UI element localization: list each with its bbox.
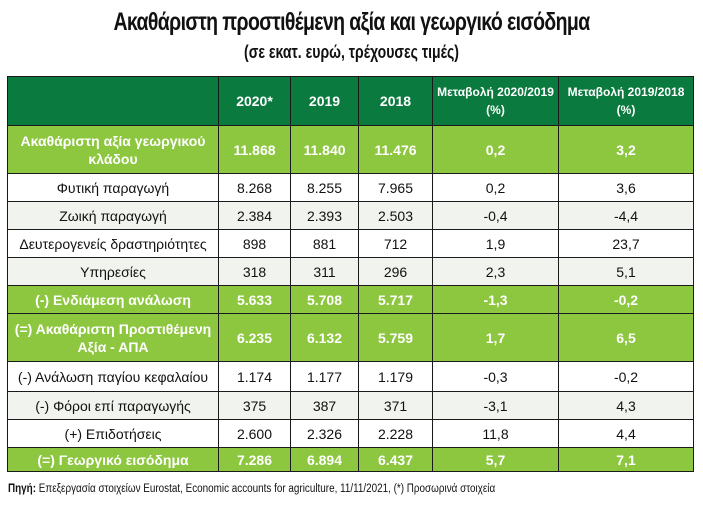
table-cell: 11.840 [290, 125, 359, 174]
column-header: 2018 [358, 76, 433, 126]
table-cell: 2.600 [218, 419, 291, 448]
table-cell: 1.174 [218, 361, 291, 392]
row-label: (+) Επιδοτήσεις [7, 419, 219, 448]
table-cell: 2.384 [218, 201, 291, 230]
table-row: (=) Ακαθάριστη Προστιθέμενη Αξία - ΑΠΑ 6.… [7, 313, 694, 362]
table-row: Υπηρεσίες 318 311 296 2,3 5,1 [7, 257, 694, 286]
table-cell: 1.177 [290, 361, 359, 392]
table-row: Δευτερογενείς δραστηριότητες 898 881 712 1,9… [7, 229, 694, 258]
table-cell: 5.759 [358, 313, 433, 362]
table-cell: 11.868 [218, 125, 291, 174]
table-cell: 3,6 [558, 173, 694, 202]
table-row: Ακαθάριστη αξία γεωργικού κλάδου 11.868 11… [7, 125, 694, 174]
table-cell: 2,3 [432, 257, 559, 286]
table-cell: 712 [358, 229, 433, 258]
table-cell: 311 [290, 257, 359, 286]
row-label: Ακαθάριστη αξία γεωργικού κλάδου [7, 125, 219, 174]
table-cell: 11,8 [432, 419, 559, 448]
row-label: (-) Φόροι επί παραγωγής [7, 391, 219, 420]
table-cell: 6.894 [290, 447, 359, 472]
table-cell: 881 [290, 229, 359, 258]
row-label: Δευτερογενείς δραστηριότητες [7, 229, 219, 258]
table-row: (=) Γεωργικό εισόδημα 7.286 6.894 6.437 5,7 7… [7, 447, 694, 472]
table-row: Φυτική παραγωγή 8.268 8.255 7.965 0,2 3,6 [7, 173, 694, 202]
page-subtitle: (σε εκατ. ευρώ, τρέχουσες τιμές) [244, 42, 459, 62]
table-cell: 5,7 [432, 447, 559, 472]
table-cell: -4,4 [558, 201, 694, 230]
column-header: Μεταβολή 2020/2019 (%) [432, 76, 559, 126]
table-cell: 898 [218, 229, 291, 258]
table-cell: 3,2 [558, 125, 694, 174]
table-row: Ζωική παραγωγή 2.384 2.393 2.503 -0,4 -4,4 [7, 201, 694, 230]
table-cell: 296 [358, 257, 433, 286]
column-header: Μεταβολή 2019/2018 (%) [558, 76, 694, 126]
table-cell: 6.437 [358, 447, 433, 472]
table-cell: 8.255 [290, 173, 359, 202]
row-label: (=) Ακαθάριστη Προστιθέμενη Αξία - ΑΠΑ [7, 313, 219, 362]
table-cell: 5.708 [290, 285, 359, 314]
table-cell: 7.286 [218, 447, 291, 472]
table-cell: 6.235 [218, 313, 291, 362]
table-cell: 375 [218, 391, 291, 420]
table-cell: 2.503 [358, 201, 433, 230]
column-header: 2020* [218, 76, 291, 126]
table-cell: 371 [358, 391, 433, 420]
table-cell: 5.717 [358, 285, 433, 314]
table-cell: 6,5 [558, 313, 694, 362]
source-note: Πηγή: Επεξεργασία στοιχείων Eurostat, Ec… [8, 483, 495, 495]
table-cell: 1,9 [432, 229, 559, 258]
table-row: (-) Ανάλωση παγίου κεφαλαίου 1.174 1.177 1.… [7, 361, 694, 392]
table-cell: 2.393 [290, 201, 359, 230]
table-cell: 6.132 [290, 313, 359, 362]
table-cell: 5,1 [558, 257, 694, 286]
table-cell: -0,4 [432, 201, 559, 230]
table-cell: 318 [218, 257, 291, 286]
row-label: (=) Γεωργικό εισόδημα [7, 447, 219, 472]
table-cell: 23,7 [558, 229, 694, 258]
table-cell: -0,2 [558, 361, 694, 392]
table-cell: 0,2 [432, 173, 559, 202]
table-cell: -0,2 [558, 285, 694, 314]
table-row: (-) Φόροι επί παραγωγής 375 387 371 -3,1 4,3 [7, 391, 694, 420]
column-header [7, 76, 219, 126]
table-header-row: 2020* 2019 2018 Μεταβολή 2020/2019 (%) Μεταβ… [7, 76, 694, 126]
row-label: Φυτική παραγωγή [7, 173, 219, 202]
table-cell: -1,3 [432, 285, 559, 314]
row-label: Ζωική παραγωγή [7, 201, 219, 230]
table-cell: 7.965 [358, 173, 433, 202]
column-header: 2019 [290, 76, 359, 126]
row-label: (-) Ενδιάμεση ανάλωση [7, 285, 219, 314]
table-cell: 4,4 [558, 419, 694, 448]
row-label: Υπηρεσίες [7, 257, 219, 286]
table-cell: 387 [290, 391, 359, 420]
table-cell: 0,2 [432, 125, 559, 174]
table-cell: 4,3 [558, 391, 694, 420]
table-cell: -3,1 [432, 391, 559, 420]
source-text: Επεξεργασία στοιχείων Eurostat, Economic… [36, 483, 496, 495]
table-cell: 11.476 [358, 125, 433, 174]
source-label: Πηγή: [8, 483, 37, 495]
table-row: (-) Ενδιάμεση ανάλωση 5.633 5.708 5.717 -1,3… [7, 285, 694, 314]
table-cell: 8.268 [218, 173, 291, 202]
row-label: (-) Ανάλωση παγίου κεφαλαίου [7, 361, 219, 392]
table-cell: -0,3 [432, 361, 559, 392]
table-cell: 7,1 [558, 447, 694, 472]
table-cell: 2.228 [358, 419, 433, 448]
page-title: Ακαθάριστη προστιθέμενη αξία και γεωργικ… [113, 8, 590, 36]
table-row: (+) Επιδοτήσεις 2.600 2.326 2.228 11,8 4,4 [7, 419, 694, 448]
table-cell: 1.179 [358, 361, 433, 392]
data-table: 2020* 2019 2018 Μεταβολή 2020/2019 (%) Μεταβ… [7, 76, 694, 472]
table-cell: 2.326 [290, 419, 359, 448]
table-cell: 1,7 [432, 313, 559, 362]
table-cell: 5.633 [218, 285, 291, 314]
